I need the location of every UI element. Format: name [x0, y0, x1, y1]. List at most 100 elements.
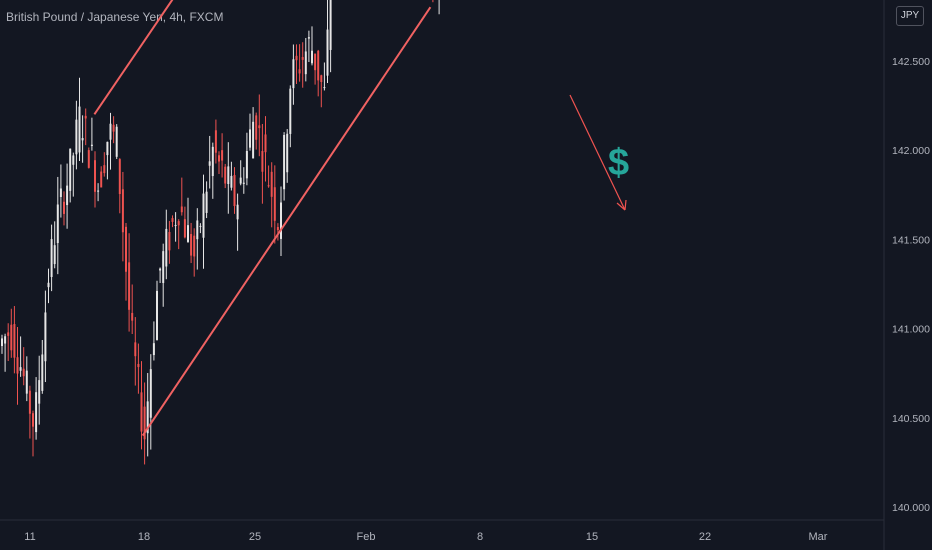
candle-body: [69, 148, 72, 191]
candle-body: [41, 354, 44, 391]
candle-body: [7, 332, 10, 336]
candle-body: [190, 234, 193, 256]
y-tick-label: 141.500: [892, 234, 930, 246]
candle-body: [143, 406, 146, 440]
candle-body: [249, 129, 251, 148]
candle-body: [134, 342, 137, 357]
candle-body: [53, 245, 56, 265]
candle-body: [270, 171, 273, 197]
candle-body: [4, 336, 7, 344]
candle-body: [50, 239, 53, 278]
candle-body: [227, 166, 230, 185]
x-tick-label: 11: [24, 531, 35, 543]
candle-body: [276, 227, 279, 231]
candle-body: [56, 204, 59, 244]
candle-body: [283, 134, 286, 190]
candle-body: [25, 370, 28, 394]
candle-body: [199, 225, 202, 227]
candle-body: [289, 88, 292, 134]
candle-body: [280, 202, 282, 239]
candle-body: [255, 115, 258, 140]
candle-body: [286, 133, 289, 173]
candle-body: [205, 191, 208, 213]
candle-body: [273, 187, 276, 221]
x-tick-label: 18: [138, 531, 150, 543]
dollar-annotation: $: [608, 142, 629, 184]
x-tick-label: Mar: [809, 531, 828, 543]
candle-body: [90, 144, 93, 146]
candle-body: [292, 59, 295, 89]
candle-body: [103, 165, 106, 174]
candle-body: [193, 235, 196, 257]
candle-body: [218, 155, 220, 162]
candle-body: [264, 134, 267, 153]
candle-body: [38, 380, 41, 404]
y-tick-label: 140.000: [892, 502, 930, 514]
candle-body: [174, 225, 177, 227]
candle-body: [320, 75, 323, 83]
candle-body: [66, 185, 69, 206]
candle-body: [63, 201, 65, 214]
candle-body: [22, 368, 25, 377]
candle-body: [258, 125, 261, 129]
candle-body: [317, 50, 320, 81]
candle-body: [59, 188, 62, 197]
candle-body: [245, 151, 248, 179]
candle-body: [97, 190, 100, 192]
candle-body: [301, 57, 304, 60]
candle-body: [1, 338, 3, 347]
y-tick-label: 140.500: [892, 413, 930, 425]
candle-body: [180, 206, 183, 213]
candle-body: [233, 175, 236, 207]
candle-body: [326, 29, 329, 76]
candle-body: [267, 185, 270, 187]
candle-body: [304, 51, 307, 75]
candle-body: [311, 50, 313, 64]
candle-body: [159, 268, 162, 271]
candle-body: [94, 160, 96, 192]
candle-body: [47, 282, 50, 288]
x-tick-label: 22: [699, 531, 711, 543]
candle-body: [242, 182, 245, 184]
candle-body: [13, 324, 16, 358]
candle-body: [149, 369, 152, 418]
candle-body: [140, 392, 143, 432]
candle-body: [156, 290, 158, 340]
candle-body: [171, 218, 174, 222]
candle-body: [118, 159, 121, 194]
candle-body: [84, 115, 87, 119]
candle-body: [202, 193, 205, 238]
arrow-head: [616, 199, 627, 211]
y-tick-label: 141.000: [892, 324, 930, 336]
candle-body: [81, 138, 84, 141]
candle-body: [314, 53, 317, 71]
candle-body: [323, 87, 326, 89]
y-tick-label: 142.500: [892, 56, 930, 68]
currency-badge[interactable]: JPY: [896, 6, 924, 26]
candle-body: [261, 151, 264, 172]
candle-body: [230, 175, 233, 188]
candle-body: [196, 220, 199, 240]
candle-body: [165, 228, 168, 267]
chart-title: British Pound / Japanese Yen, 4h, FXCM: [6, 10, 224, 24]
candle-body: [221, 150, 224, 161]
x-tick-label: 25: [249, 531, 261, 543]
candle-body: [211, 146, 214, 177]
candle-body: [307, 37, 310, 39]
candle-body: [329, 0, 332, 50]
candle-body: [106, 141, 109, 156]
candle-body: [146, 401, 149, 434]
candle-body: [44, 312, 47, 362]
x-tick-label: Feb: [357, 531, 376, 543]
x-tick-label: 8: [477, 531, 483, 543]
candle-body: [224, 166, 227, 184]
candle-body: [298, 69, 301, 74]
x-tick-label: 15: [586, 531, 598, 543]
candle-body: [214, 130, 217, 153]
candle-body: [239, 177, 242, 184]
candle-body: [19, 367, 22, 371]
candle-body: [35, 392, 38, 433]
candle-body: [236, 204, 239, 220]
